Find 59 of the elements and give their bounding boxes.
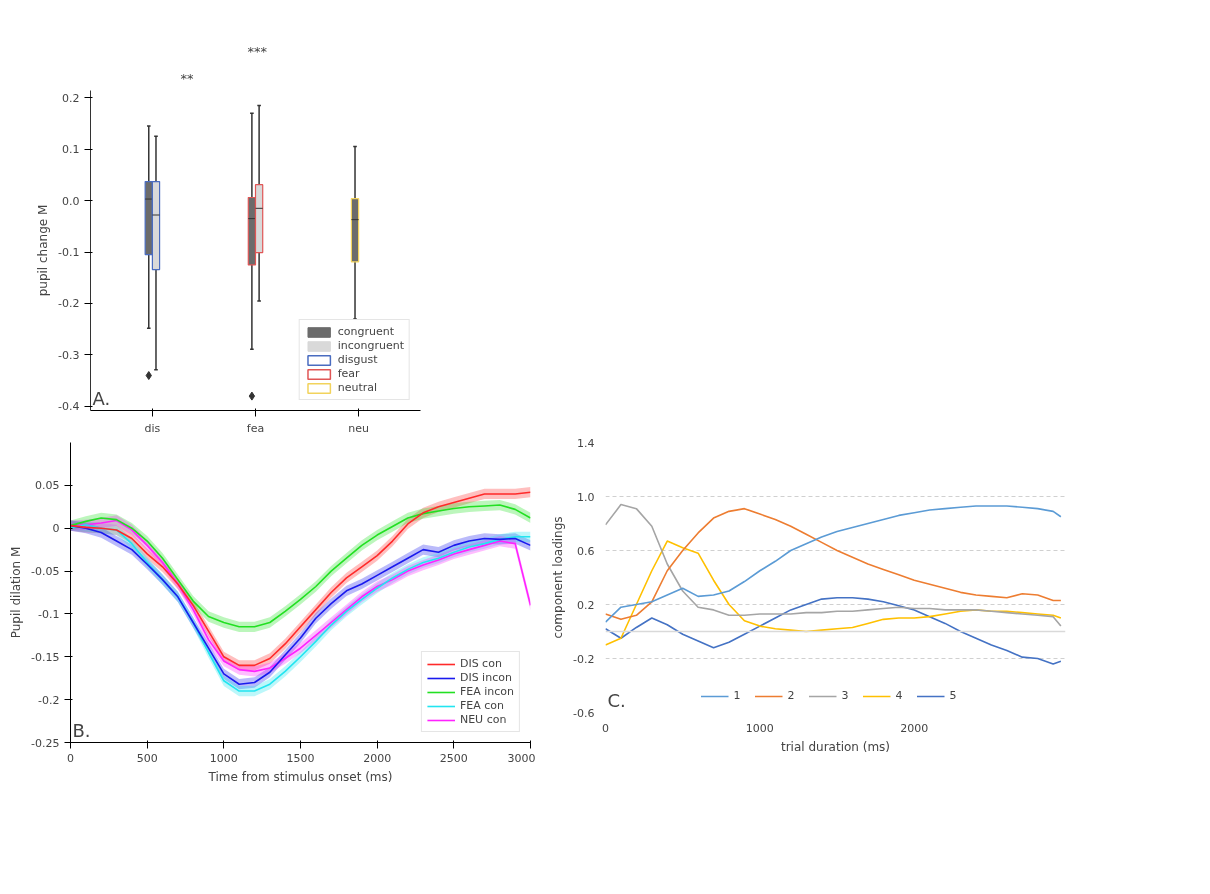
- annotation: fear: [337, 367, 360, 380]
- y-tick-label: -0.3: [58, 348, 80, 362]
- text: ***: [247, 43, 268, 59]
- x-tick-label: 1000: [209, 751, 238, 765]
- legend-label: 3: [841, 689, 850, 702]
- x-tick-label: fea: [246, 421, 265, 435]
- y-tick-label: -0.2: [58, 297, 80, 311]
- legend-label: FEA con: [459, 699, 504, 712]
- legend-label: 4: [895, 689, 904, 702]
- annotation: B.: [72, 719, 91, 741]
- x-tick-label: 500: [136, 751, 158, 765]
- x-tick-label: 2000: [900, 721, 929, 735]
- y-tick-label: 0: [52, 522, 60, 536]
- x-tick-label: 3000: [507, 751, 536, 765]
- y-tick-label: -0.1: [38, 607, 60, 621]
- legend-label: DIS con: [459, 657, 502, 670]
- y-axis-title: pupil change M: [36, 204, 51, 297]
- y-tick-label: -0.6: [573, 706, 595, 720]
- y-tick-label: 1.4: [577, 436, 595, 450]
- y-tick-label: -0.2: [573, 652, 595, 666]
- y-tick-label: -0.25: [31, 736, 60, 750]
- annotation: A.: [92, 387, 111, 409]
- x-tick-label: neu: [348, 421, 369, 435]
- y-tick-label: -0.4: [58, 400, 80, 414]
- x-tick-label: 0: [602, 721, 609, 735]
- y-tick-label: -0.05: [31, 565, 60, 579]
- y-tick-label: 0.2: [577, 598, 595, 612]
- annotation: C.: [607, 689, 626, 711]
- line-series: [605, 596, 1062, 665]
- y-tick-label: 0.0: [62, 194, 80, 208]
- legend-label: FEA incon: [459, 685, 514, 698]
- text: **: [180, 70, 194, 86]
- y-axis-title: component loadings: [551, 516, 566, 639]
- y-tick-label: 0.2: [62, 91, 80, 105]
- legend-label: incongruent: [337, 339, 404, 352]
- legend-label: congruent: [337, 325, 394, 338]
- y-tick-label: 0.05: [35, 479, 60, 493]
- x-axis-title: trial duration (ms): [780, 739, 891, 754]
- line-series: [605, 540, 1062, 646]
- legend-label: NEU con: [459, 713, 507, 726]
- x-tick-label: 2500: [439, 751, 468, 765]
- x-axis-title: Time from stimulus onset (ms): [207, 769, 393, 784]
- y-tick-label: 0.1: [62, 143, 80, 157]
- annotation: neutral: [337, 381, 378, 394]
- y-tick-label: -0.15: [31, 650, 60, 664]
- legend-label: 5: [949, 689, 958, 702]
- legend-label: DIS incon: [459, 671, 512, 684]
- y-tick-label: -0.2: [38, 693, 60, 707]
- x-tick-label: dis: [144, 421, 161, 435]
- x-tick-label: 1000: [745, 721, 774, 735]
- x-tick-label: 1500: [286, 751, 315, 765]
- annotation: disgust: [337, 353, 378, 366]
- legend-label: 2: [787, 689, 796, 702]
- y-axis-title: Pupil dilation M: [9, 546, 24, 639]
- y-tick-label: 1.0: [577, 490, 595, 504]
- y-tick-label: 0.6: [577, 544, 595, 558]
- legend-label: 1: [733, 689, 742, 702]
- x-tick-label: 2000: [363, 751, 392, 765]
- y-tick-label: -0.1: [58, 246, 80, 260]
